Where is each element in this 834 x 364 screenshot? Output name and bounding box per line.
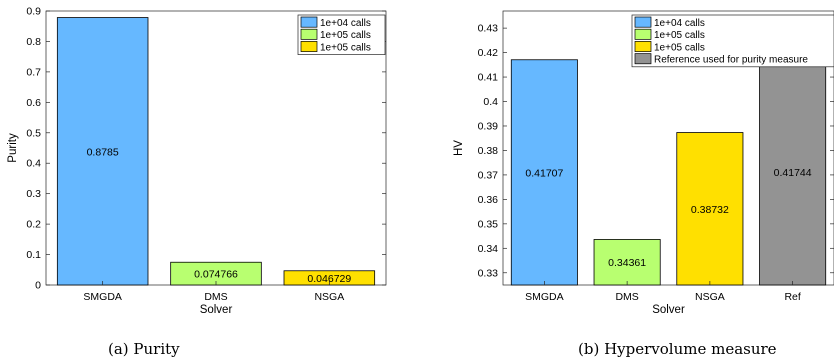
bar-nsga xyxy=(676,132,744,286)
bar-value-label: 0.074766 xyxy=(194,269,238,281)
y-tick-label: 0.41 xyxy=(478,72,499,84)
bar-value-label: 0.8785 xyxy=(87,146,119,158)
y-tick-label: 0.33 xyxy=(478,267,499,279)
y-tick-label: 0.4 xyxy=(483,96,498,108)
x-tick-label: NSGA xyxy=(695,291,725,303)
x-tick-label: Ref xyxy=(784,291,800,303)
y-tick-label: 0.42 xyxy=(478,47,499,59)
x-tick-label: DMS xyxy=(615,291,638,303)
y-axis-label: HV xyxy=(453,140,465,156)
y-tick-label: 0.35 xyxy=(478,218,499,230)
purity-chart: 0 0.1 0.2 0.3 0.4 0.5 0.6 0.7 0.8 0.9 0.8785 SMGDA 0… xyxy=(7,6,387,316)
legend-label: 1e+05 calls xyxy=(320,30,371,41)
y-tick-label: 0.4 xyxy=(26,158,41,170)
y-tick-label: 0.8 xyxy=(26,36,41,48)
legend-swatch xyxy=(634,16,652,28)
legend-label: 1e+04 calls xyxy=(654,18,705,29)
hypervolume-chart: 0.33 0.34 0.35 0.36 0.37 0.38 0.39 0.4 0.41 0.42 0… xyxy=(453,10,834,316)
legend-swatch xyxy=(634,41,652,52)
y-tick-label: 0.7 xyxy=(26,66,41,78)
y-tick-label: 0.9 xyxy=(26,6,41,18)
plot-frame xyxy=(502,10,834,286)
bar-value-label: 0.41744 xyxy=(774,167,812,179)
y-tick-label: 0.5 xyxy=(26,127,41,139)
bar-value-label: 0.046729 xyxy=(307,273,351,285)
y-axis-label: Purity xyxy=(7,133,19,163)
caption-purity: (a) Purity xyxy=(108,340,180,358)
x-axis-label: Solver xyxy=(652,304,685,316)
legend-swatch xyxy=(300,28,318,40)
y-tick-label: 0.36 xyxy=(478,194,499,206)
y-tick-label: 0.37 xyxy=(478,169,499,181)
x-tick-label: DMS xyxy=(204,291,227,303)
bar-smgda xyxy=(56,17,149,286)
x-axis-label: Solver xyxy=(200,304,233,316)
legend-label: Reference used for purity measure xyxy=(654,55,808,66)
x-tick-label: NSGA xyxy=(314,291,344,303)
legend-box xyxy=(631,14,834,68)
y-tick-label: 0.39 xyxy=(478,120,499,132)
legend-label: 1e+05 calls xyxy=(320,42,371,53)
x-tick-label: SMGDA xyxy=(525,291,564,303)
y-tick-label: 0.34 xyxy=(478,243,499,255)
caption-hypervolume: (b) Hypervolume measure xyxy=(578,340,777,358)
y-tick-label: 0.3 xyxy=(26,188,41,200)
legend-label: 1e+04 calls xyxy=(320,18,371,29)
y-tick-label: 0 xyxy=(35,280,41,292)
y-tick-label: 0.6 xyxy=(26,97,41,109)
bar-value-label: 0.38732 xyxy=(691,204,729,216)
legend-swatch xyxy=(300,41,318,52)
legend-swatch xyxy=(300,16,318,28)
bar-dms xyxy=(593,239,661,286)
legend-swatch xyxy=(634,53,652,65)
legend-label: 1e+05 calls xyxy=(654,42,705,53)
x-tick-label: SMGDA xyxy=(83,291,122,303)
y-tick-label: 0.43 xyxy=(478,23,499,35)
bar-smgda xyxy=(510,59,578,286)
y-tick-label: 0.1 xyxy=(26,249,41,261)
y-tick-label: 0.38 xyxy=(478,145,499,157)
bar-value-label: 0.41707 xyxy=(525,167,563,179)
bar-value-label: 0.34361 xyxy=(608,257,646,269)
legend-label: 1e+05 calls xyxy=(654,30,705,41)
y-tick-label: 0.2 xyxy=(26,219,41,231)
legend-swatch xyxy=(634,28,652,40)
